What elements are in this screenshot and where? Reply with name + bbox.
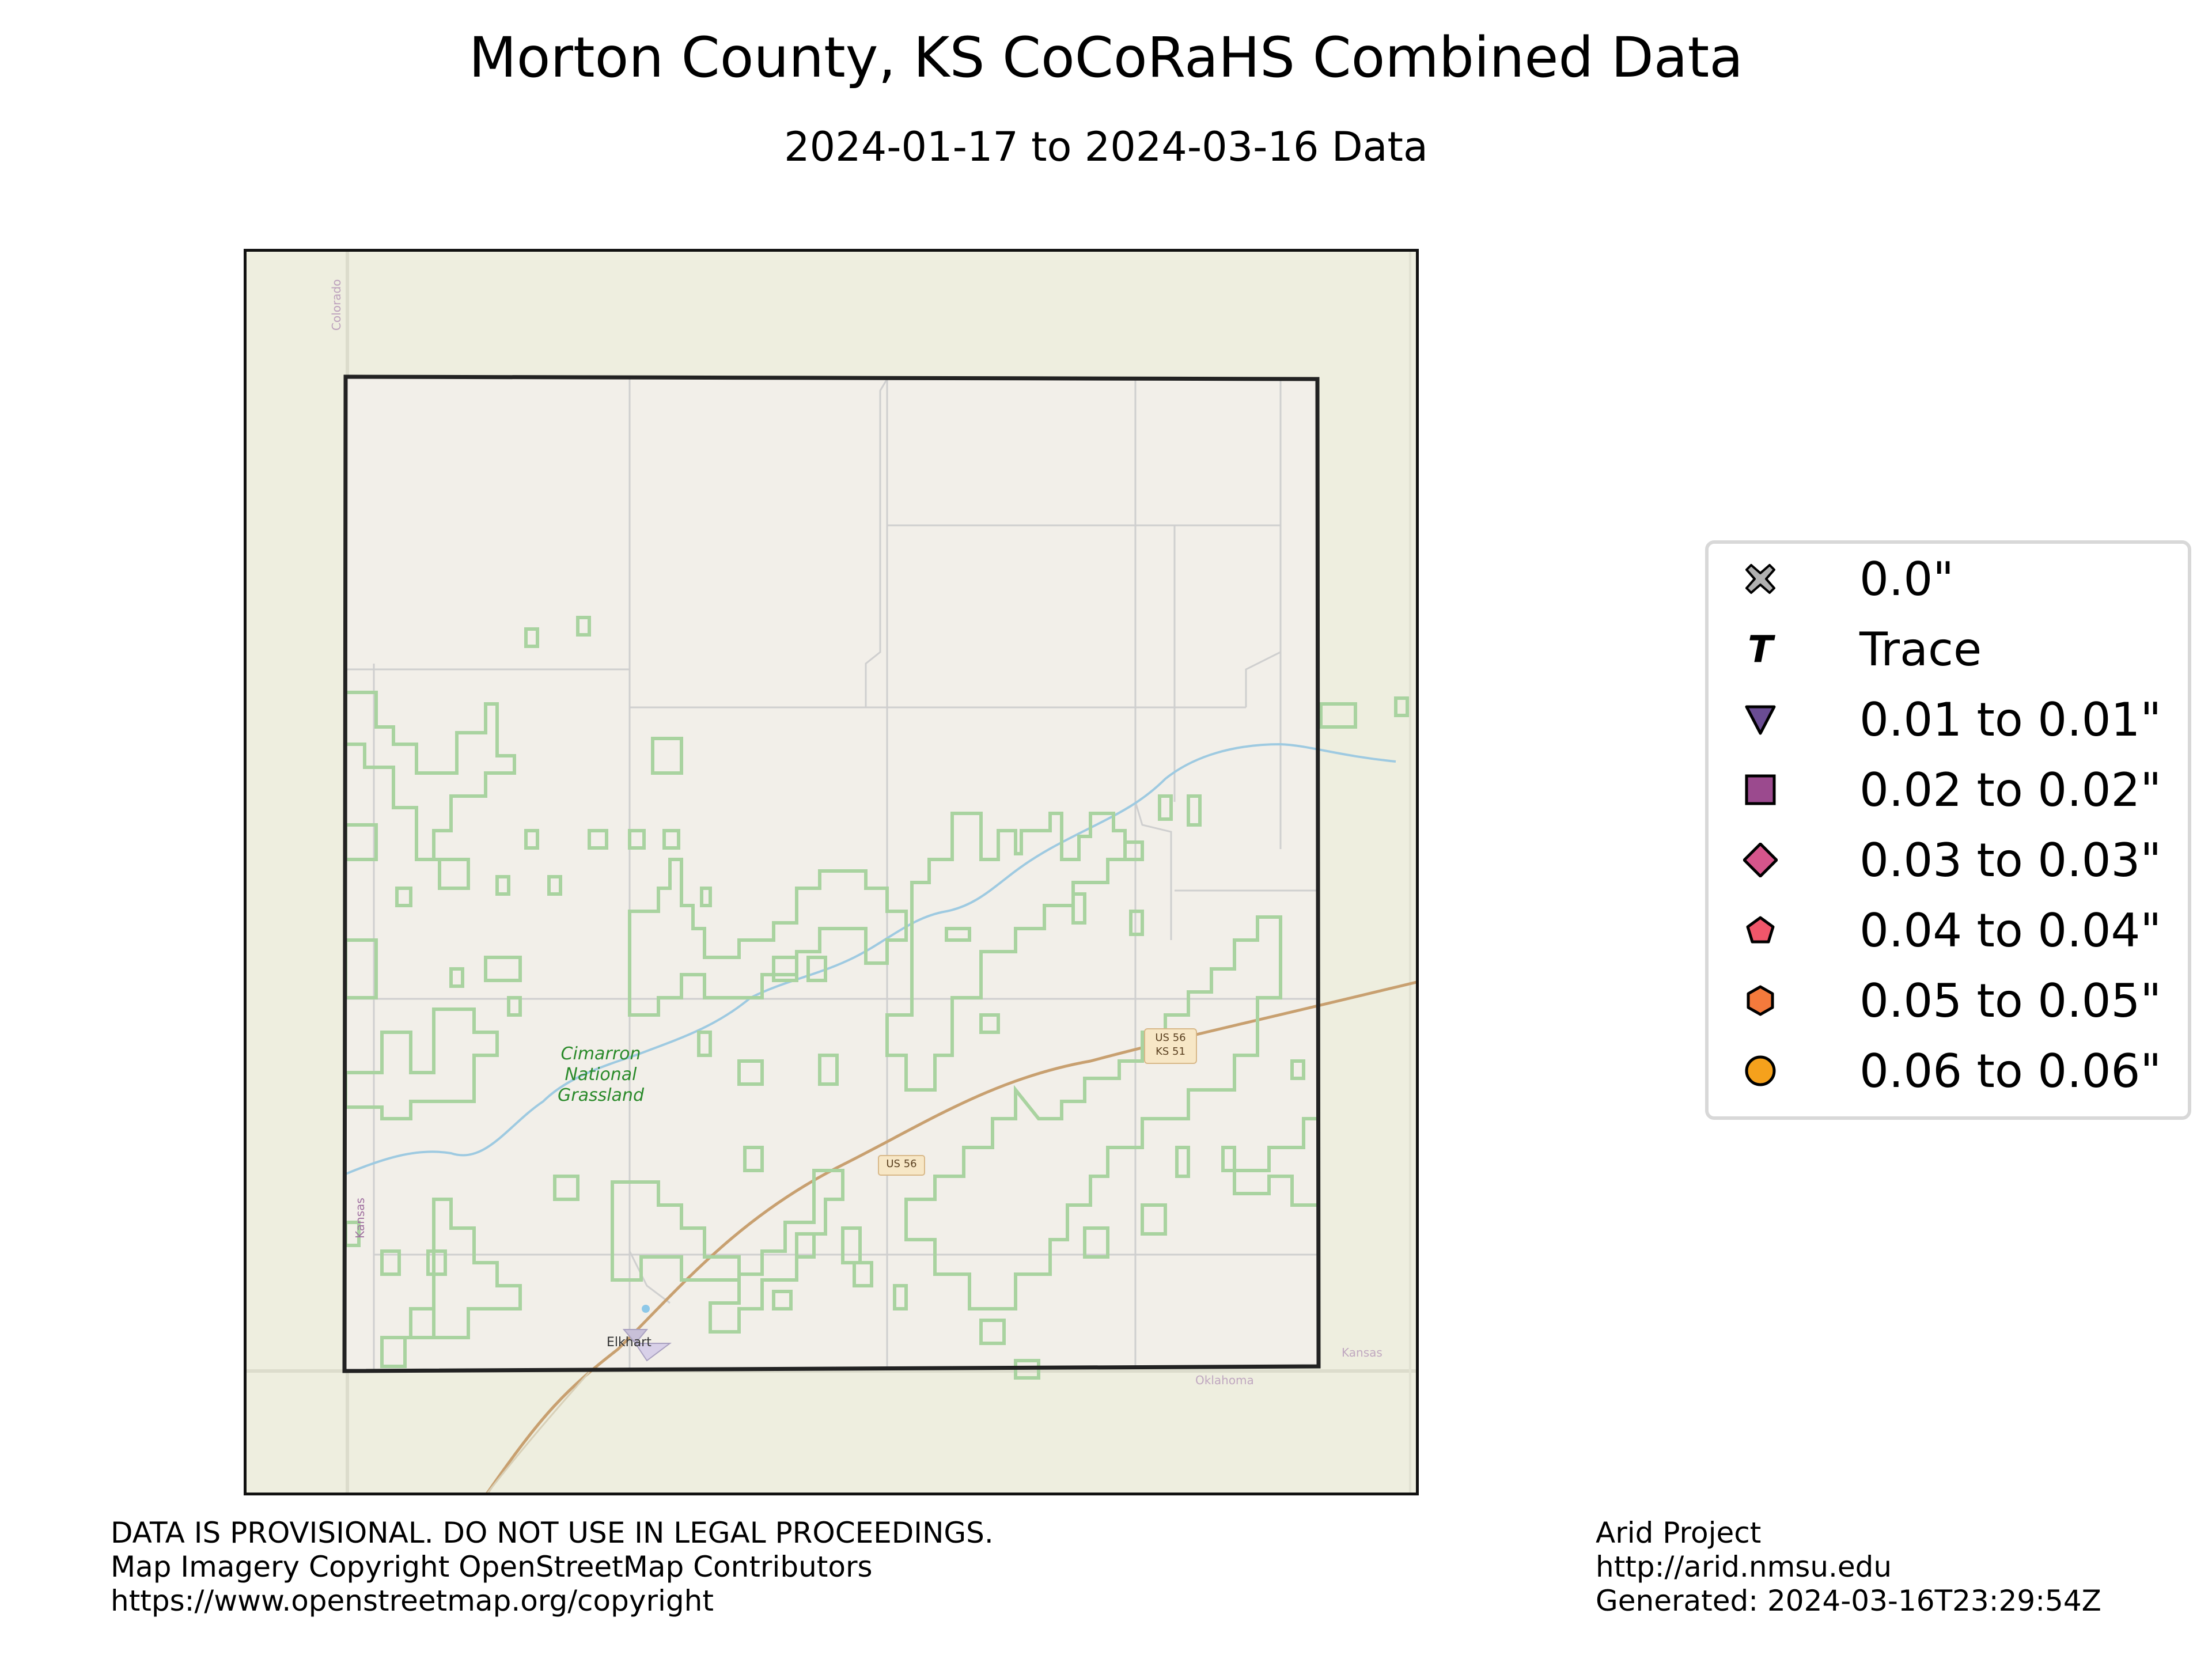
footer-disclaimer: DATA IS PROVISIONAL. DO NOT USE IN LEGAL…: [111, 1516, 994, 1618]
legend-item-006: 0.06 to 0.06": [1709, 1036, 2188, 1106]
triangle-down-icon: [1745, 705, 1776, 735]
legend-item-trace: T Trace: [1709, 614, 2188, 684]
label-elkhart: Elkhart: [607, 1335, 652, 1350]
copyright-link[interactable]: https://www.openstreetmap.org/copyright: [111, 1584, 714, 1618]
page-subtitle: 2024-01-17 to 2024-03-16 Data: [784, 123, 1428, 171]
project-name: Arid Project: [1596, 1516, 1762, 1550]
label-oklahoma: Oklahoma: [1195, 1373, 1254, 1387]
project-link[interactable]: http://arid.nmsu.edu: [1596, 1550, 1892, 1584]
us56-shield: [878, 1155, 925, 1176]
legend: 0.0" T Trace 0.01 to 0.01" 0.02 to 0.02"…: [1705, 540, 2191, 1120]
hexagon-icon: [1747, 985, 1774, 1016]
us56-ks51-shield: [1144, 1028, 1197, 1064]
map-panel[interactable]: Colorado Kansas Kansas Oklahoma Cimarron…: [244, 249, 1419, 1495]
square-icon: [1745, 774, 1776, 805]
legend-item-zero: 0.0": [1709, 544, 2188, 614]
x-marker-icon: [1745, 564, 1775, 594]
label-kansas-east: Kansas: [1342, 1346, 1382, 1359]
generated-timestamp: Generated: 2024-03-16T23:29:54Z: [1596, 1584, 2101, 1618]
legend-item-001: 0.01 to 0.01": [1709, 684, 2188, 755]
secondary-road: [484, 1372, 590, 1495]
trace-t-icon: T: [1748, 632, 1775, 666]
river: [345, 743, 1396, 1175]
legend-item-003: 0.03 to 0.03": [1709, 825, 2188, 895]
us56-ks51-shield-label: US 56 KS 51: [1155, 1032, 1186, 1058]
legend-item-004: 0.04 to 0.04": [1709, 895, 2188, 965]
elkhart-city-marker: [622, 1305, 672, 1362]
footer-credits: Arid Project http://arid.nmsu.edu Genera…: [1596, 1516, 2101, 1618]
pentagon-icon: [1746, 916, 1775, 944]
legend-item-002: 0.02 to 0.02": [1709, 755, 2188, 825]
imagery-copyright-text: Map Imagery Copyright OpenStreetMap Cont…: [111, 1550, 873, 1584]
page-title: Morton County, KS CoCoRaHS Combined Data: [468, 25, 1744, 90]
county-boundary: [342, 374, 1321, 1373]
disclaimer-text: DATA IS PROVISIONAL. DO NOT USE IN LEGAL…: [111, 1516, 994, 1550]
map-canvas[interactable]: [244, 249, 1419, 1495]
map-frame-border: [244, 249, 1419, 1495]
us56-shield-label: US 56: [886, 1158, 917, 1170]
grassland-patches: [344, 616, 1409, 1380]
circle-icon: [1745, 1055, 1776, 1086]
diamond-icon: [1743, 843, 1778, 877]
legend-item-005: 0.05 to 0.05": [1709, 965, 2188, 1036]
label-cimarron-grassland: Cimarron National Grassland: [558, 1044, 644, 1105]
svg-text:T: T: [1748, 632, 1775, 666]
